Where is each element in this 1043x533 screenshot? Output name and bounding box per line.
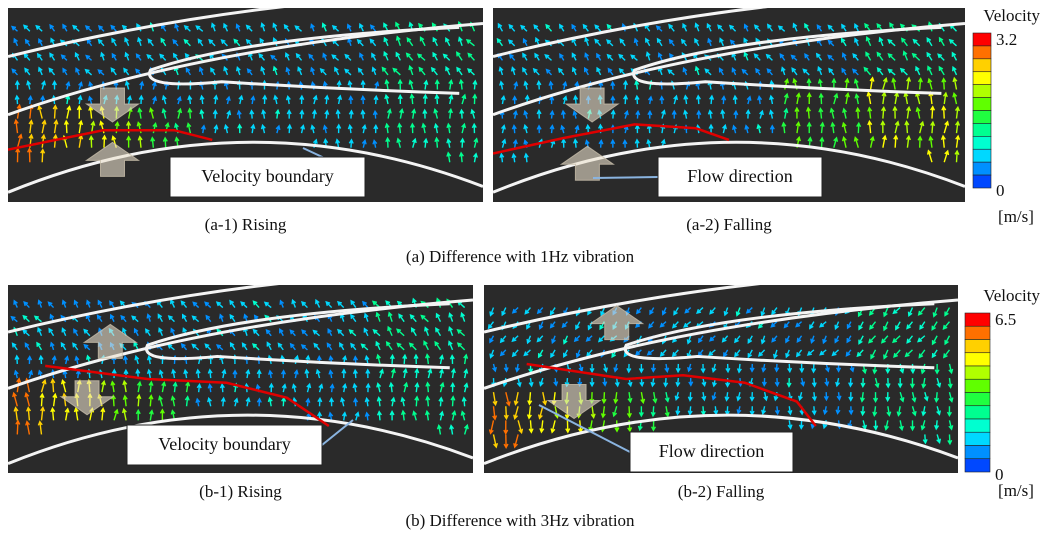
- colorbar-band: [965, 313, 990, 326]
- annotation-leader: [593, 177, 658, 178]
- colorbar-band: [973, 85, 991, 98]
- colorbar-band: [973, 33, 991, 46]
- colorbar-band: [965, 406, 990, 419]
- colorbar-band: [965, 432, 990, 445]
- colorbar-band: [973, 59, 991, 72]
- colorbar-band: [973, 136, 991, 149]
- colorbar-band: [973, 46, 991, 59]
- panel-caption: (a-1) Rising: [205, 215, 287, 234]
- annotation-text: Velocity boundary: [201, 166, 333, 186]
- colorbar-band: [965, 340, 990, 353]
- colorbar-band: [965, 353, 990, 366]
- colorbar-band: [965, 446, 990, 459]
- colorbar-band: [965, 459, 990, 472]
- colorbar-band: [973, 123, 991, 136]
- colorbar-band: [973, 175, 991, 188]
- group-caption: (b) Difference with 3Hz vibration: [405, 511, 635, 530]
- panel-caption: (a-2) Falling: [686, 215, 772, 234]
- panel-caption: (b-2) Falling: [678, 482, 765, 501]
- colorbar-max: 6.5: [995, 310, 1016, 329]
- colorbar-band: [973, 149, 991, 162]
- colorbar-band: [965, 366, 990, 379]
- colorbar-band: [965, 326, 990, 339]
- colorbar-unit: [m/s]: [998, 207, 1034, 226]
- group-caption: (a) Difference with 1Hz vibration: [406, 247, 635, 266]
- annotation-text: Flow direction: [659, 441, 765, 461]
- colorbar-band: [965, 379, 990, 392]
- colorbar-band: [965, 393, 990, 406]
- colorbar-band: [973, 72, 991, 85]
- colorbar-min: 0: [996, 181, 1005, 200]
- colorbar-band: [965, 419, 990, 432]
- colorbar-unit: [m/s]: [998, 481, 1034, 500]
- colorbar-title: Velocity: [983, 6, 1040, 25]
- colorbar-band: [973, 162, 991, 175]
- colorbar-band: [973, 98, 991, 111]
- panel-caption: (b-1) Rising: [199, 482, 282, 501]
- colorbar-max: 3.2: [996, 30, 1017, 49]
- figure: (a) Difference with 1Hz vibration Velocit…: [0, 0, 1043, 533]
- annotation-text: Velocity boundary: [158, 434, 290, 454]
- colorbar-band: [973, 111, 991, 124]
- annotation-text: Flow direction: [687, 166, 793, 186]
- colorbar-title: Velocity: [983, 286, 1040, 305]
